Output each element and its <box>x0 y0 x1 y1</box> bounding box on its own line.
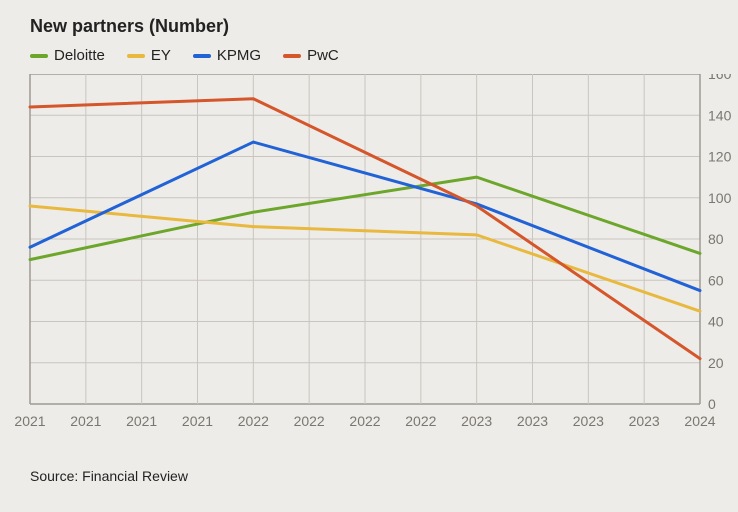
svg-text:2023: 2023 <box>573 413 604 429</box>
chart-source: Source: Financial Review <box>0 454 738 484</box>
svg-text:140: 140 <box>708 107 732 123</box>
legend-item-ey: EY <box>127 47 171 64</box>
chart-container: New partners (Number) Deloitte EY KPMG P… <box>0 0 738 512</box>
chart-svg: 0 20 40 60 80 100 120 140 160 2021 2021 2021 2021 202… <box>0 74 738 454</box>
legend-label: Deloitte <box>54 47 105 64</box>
svg-text:2024: 2024 <box>684 413 715 429</box>
svg-text:2021: 2021 <box>182 413 213 429</box>
svg-text:2022: 2022 <box>349 413 380 429</box>
svg-text:2023: 2023 <box>461 413 492 429</box>
svg-text:20: 20 <box>708 355 724 371</box>
legend: Deloitte EY KPMG PwC <box>0 47 738 74</box>
svg-text:2021: 2021 <box>126 413 157 429</box>
svg-text:80: 80 <box>708 231 724 247</box>
svg-text:0: 0 <box>708 396 716 412</box>
svg-text:2022: 2022 <box>294 413 325 429</box>
svg-text:2022: 2022 <box>405 413 436 429</box>
svg-text:2023: 2023 <box>629 413 660 429</box>
svg-text:60: 60 <box>708 272 724 288</box>
svg-text:40: 40 <box>708 314 724 330</box>
legend-label: KPMG <box>217 47 261 64</box>
legend-label: EY <box>151 47 171 64</box>
legend-swatch <box>193 54 211 58</box>
chart-title: New partners (Number) <box>0 16 738 47</box>
svg-text:2022: 2022 <box>238 413 269 429</box>
svg-text:100: 100 <box>708 190 732 206</box>
legend-swatch <box>30 54 48 58</box>
chart-plot-area: 0 20 40 60 80 100 120 140 160 2021 2021 2021 2021 202… <box>0 74 738 454</box>
svg-text:120: 120 <box>708 149 732 165</box>
svg-text:160: 160 <box>708 74 732 82</box>
svg-text:2023: 2023 <box>517 413 548 429</box>
legend-item-deloitte: Deloitte <box>30 47 105 64</box>
legend-item-kpmg: KPMG <box>193 47 261 64</box>
svg-text:2021: 2021 <box>14 413 45 429</box>
legend-item-pwc: PwC <box>283 47 339 64</box>
legend-label: PwC <box>307 47 339 64</box>
svg-text:2021: 2021 <box>70 413 101 429</box>
legend-swatch <box>283 54 301 58</box>
legend-swatch <box>127 54 145 58</box>
